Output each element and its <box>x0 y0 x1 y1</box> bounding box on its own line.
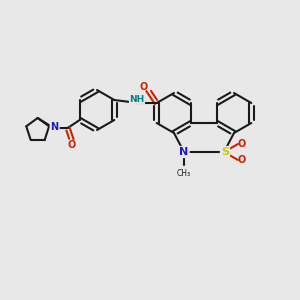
Text: O: O <box>238 139 246 149</box>
Text: CH₃: CH₃ <box>177 169 191 178</box>
Text: NH: NH <box>129 94 145 103</box>
Text: O: O <box>68 140 76 150</box>
Text: O: O <box>238 155 246 165</box>
Text: O: O <box>140 82 148 92</box>
Text: S: S <box>221 147 229 157</box>
Text: N: N <box>179 147 189 157</box>
Text: N: N <box>51 122 59 132</box>
